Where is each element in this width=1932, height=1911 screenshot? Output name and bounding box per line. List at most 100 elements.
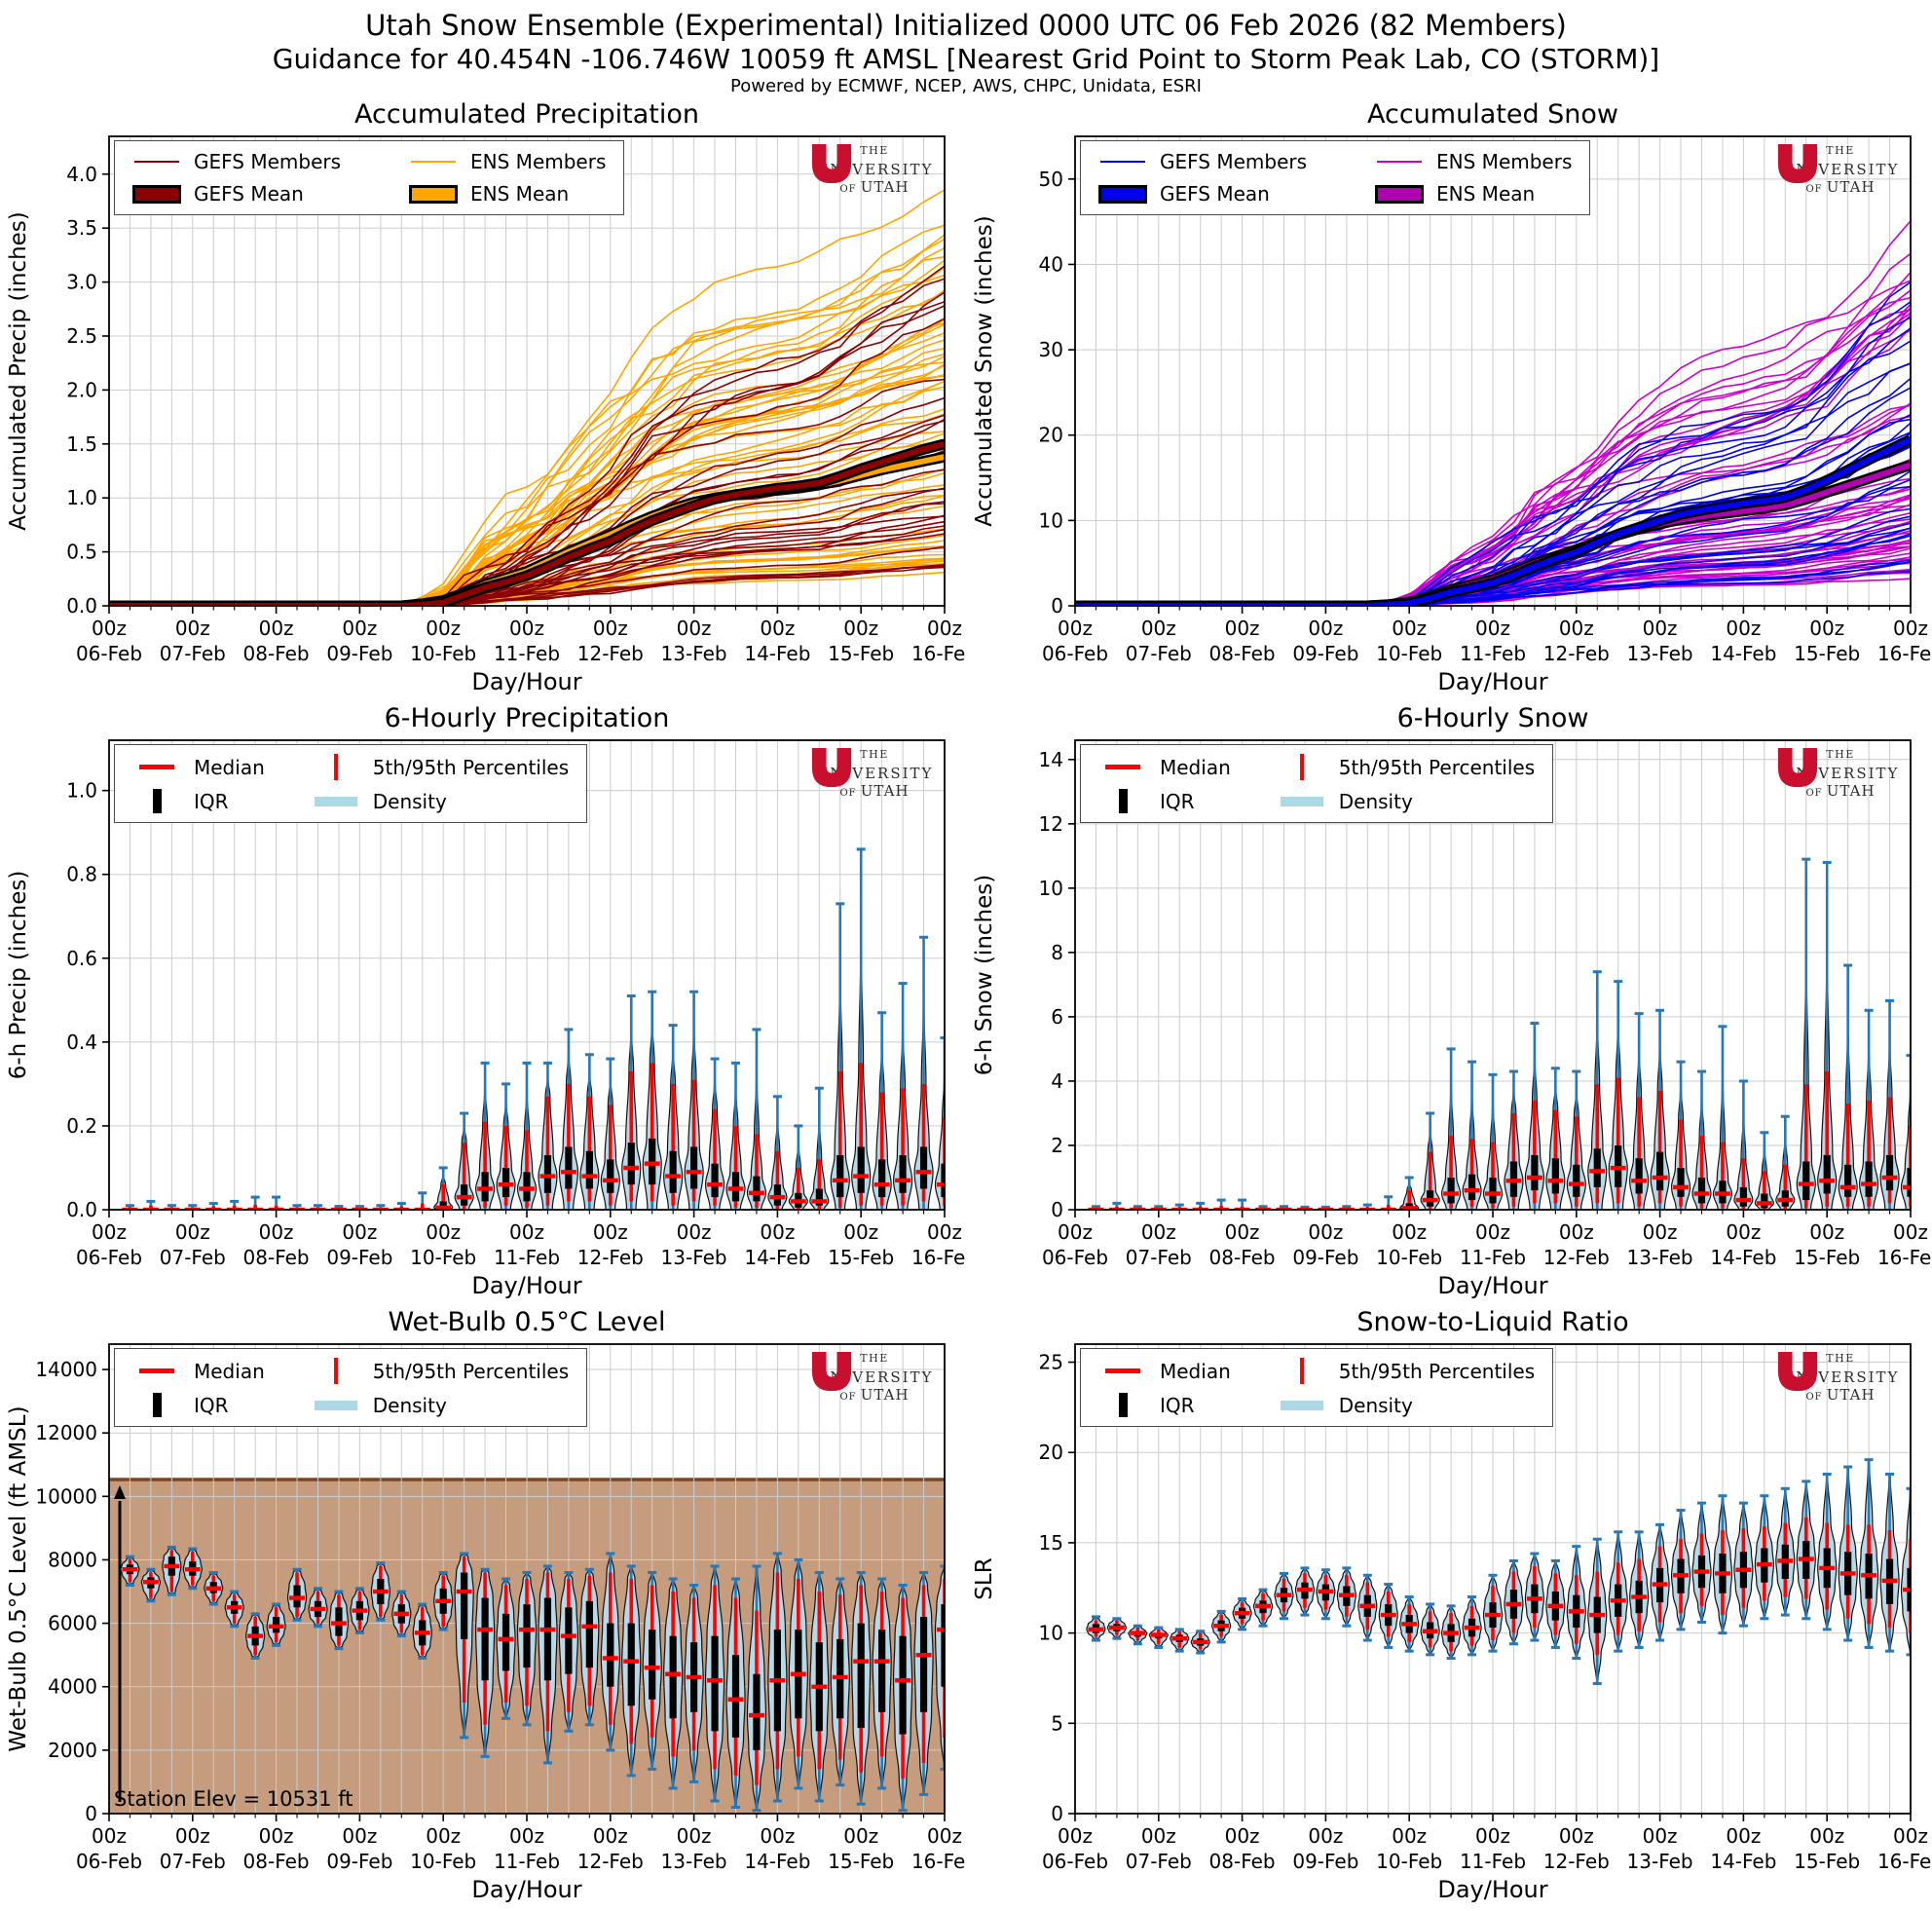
- violin-37: [1838, 1465, 1858, 1642]
- violin-19: [496, 1082, 516, 1210]
- violin-17: [454, 1111, 474, 1210]
- svg-text:07-Feb: 07-Feb: [1126, 1246, 1192, 1269]
- svg-text:0: 0: [85, 1802, 97, 1825]
- violin-27: [663, 1577, 684, 1790]
- panel-wet-bulb-level: Station Elev = 10531 ft 00z 06-Feb 00z 07-Fe…: [0, 1305, 966, 1909]
- legend-label: Density: [372, 789, 447, 813]
- legend-label: IQR: [1160, 1393, 1195, 1417]
- violin-26: [1608, 980, 1628, 1210]
- svg-text:00z: 00z: [1058, 1824, 1093, 1848]
- violin-36: [1817, 860, 1838, 1210]
- logo-of-text: OF: [1805, 788, 1827, 799]
- violin-24: [600, 1057, 620, 1210]
- violin-21: [538, 1564, 558, 1765]
- logo-of-text: OF: [839, 1392, 861, 1403]
- violin-31: [746, 1564, 767, 1813]
- legend-label: ENS Mean: [470, 182, 570, 206]
- svg-text:1.5: 1.5: [66, 432, 97, 456]
- violin-10: [1274, 1571, 1294, 1621]
- svg-text:2.0: 2.0: [66, 378, 97, 401]
- svg-text:00z: 00z: [843, 617, 878, 640]
- violin-38: [892, 1584, 913, 1813]
- logo-of-utah: OF UTAH: [810, 178, 939, 196]
- station-elev-label: Station Elev = 10531 ft: [114, 1787, 353, 1811]
- svg-text:0.2: 0.2: [66, 1114, 97, 1138]
- violin-17: [1420, 1602, 1440, 1657]
- violin-10: [308, 1587, 328, 1629]
- legend-item: IQR: [1098, 789, 1231, 813]
- svg-text:00z: 00z: [1726, 617, 1761, 640]
- svg-text:40: 40: [1039, 252, 1063, 276]
- violin-4: [182, 1547, 203, 1591]
- violin-33: [788, 1124, 808, 1210]
- chart-svg-accumulated-precipitation: 00z06-Feb00z07-Feb00z08-Feb00z09-Feb00z1…: [6, 99, 966, 695]
- svg-text:00z: 00z: [927, 1824, 962, 1848]
- svg-text:08-Feb: 08-Feb: [243, 642, 310, 665]
- legend-accumulated-snow: GEFS Members GEFS Mean ENS Members ENS Mean: [1080, 140, 1591, 215]
- legend-label: Median: [1160, 755, 1231, 779]
- legend-item: Density: [312, 1393, 569, 1417]
- legend-label: IQR: [194, 789, 229, 813]
- legend-six-hourly-snow: Median IQR 5th/95th Percentiles Density: [1080, 744, 1554, 823]
- svg-text:00z: 00z: [1392, 1220, 1427, 1244]
- legend-item: 5th/95th Percentiles: [1278, 754, 1535, 780]
- panel-grid: 00z 06-Feb 00z 07-Feb 00z 08-Feb 00z 09-Feb 00z 1…: [0, 97, 1932, 1909]
- violin-39: [913, 1570, 934, 1796]
- logo-of-text: OF: [839, 788, 861, 799]
- svg-text:11-Feb: 11-Feb: [1460, 1850, 1526, 1873]
- svg-text:00z: 00z: [259, 1220, 294, 1244]
- legend-swatch-hline: [1098, 765, 1147, 769]
- svg-text:00z: 00z: [426, 1824, 461, 1848]
- logo-of-text: OF: [839, 184, 861, 195]
- svg-text:00z: 00z: [509, 1824, 544, 1848]
- violin-11: [328, 1590, 350, 1651]
- svg-text:14-Feb: 14-Feb: [744, 642, 810, 665]
- violin-38: [1858, 1008, 1879, 1210]
- svg-text:00z: 00z: [1308, 1824, 1343, 1848]
- mean-gefs-mean: [109, 438, 945, 606]
- violin-12: [350, 1587, 370, 1634]
- svg-text:3.5: 3.5: [66, 216, 97, 240]
- svg-text:15: 15: [1039, 1531, 1063, 1555]
- violin-25: [1587, 970, 1608, 1210]
- violin-2: [1108, 1201, 1125, 1210]
- violin-30: [1691, 1069, 1712, 1210]
- sub-title: Guidance for 40.454N -106.746W 10059 ft …: [272, 43, 1660, 75]
- violin-14: [1357, 1573, 1378, 1642]
- violin-3: [1128, 1624, 1148, 1646]
- panel-six-hourly-precipitation: 00z 06-Feb 00z 07-Feb 00z 08-Feb 00z 09-Feb 00z 1…: [0, 701, 966, 1305]
- svg-text:00z: 00z: [342, 1824, 377, 1848]
- legend-accumulated-precipitation: GEFS Members GEFS Mean ENS Members ENS Mean: [114, 140, 625, 215]
- violin-38: [1858, 1458, 1879, 1649]
- legend-item: ENS Members: [409, 150, 606, 173]
- svg-text:16-Feb: 16-Feb: [1877, 1246, 1932, 1269]
- violin-20: [1482, 1072, 1504, 1210]
- svg-text:12000: 12000: [35, 1421, 97, 1444]
- legend-item: ENS Mean: [409, 182, 606, 206]
- violin-7: [245, 1612, 266, 1660]
- x-axis-label: Day/Hour: [471, 1272, 581, 1299]
- university-of-utah-logo: THE UNIVERSITY OF UTAH: [1776, 748, 1905, 800]
- logo-of-utah: OF UTAH: [810, 782, 939, 800]
- violin-35: [830, 1577, 850, 1787]
- plot-content: [120, 1545, 945, 1813]
- svg-text:00z: 00z: [677, 617, 712, 640]
- svg-text:10: 10: [1039, 1622, 1063, 1645]
- legend-item: Median: [132, 1358, 265, 1384]
- violin-26: [642, 1570, 662, 1771]
- legend-label: Density: [1338, 1393, 1413, 1417]
- svg-text:14-Feb: 14-Feb: [1710, 1850, 1776, 1873]
- violin-36: [1817, 1472, 1838, 1631]
- svg-text:00z: 00z: [342, 617, 377, 640]
- svg-text:00z: 00z: [509, 1220, 544, 1244]
- legend-snow-to-liquid-ratio: Median IQR 5th/95th Percentiles Density: [1080, 1348, 1554, 1427]
- svg-text:06-Feb: 06-Feb: [1042, 1246, 1108, 1269]
- svg-text:15-Feb: 15-Feb: [828, 1246, 894, 1269]
- violin-33: [788, 1557, 808, 1790]
- violin-32: [767, 1095, 788, 1210]
- logo-the-text: THE: [860, 748, 889, 761]
- svg-text:00z: 00z: [426, 1220, 461, 1244]
- legend-swatch-line: [409, 161, 458, 163]
- university-of-utah-logo: THE UNIVERSITY OF UTAH: [810, 748, 939, 800]
- svg-text:00z: 00z: [1475, 1824, 1510, 1848]
